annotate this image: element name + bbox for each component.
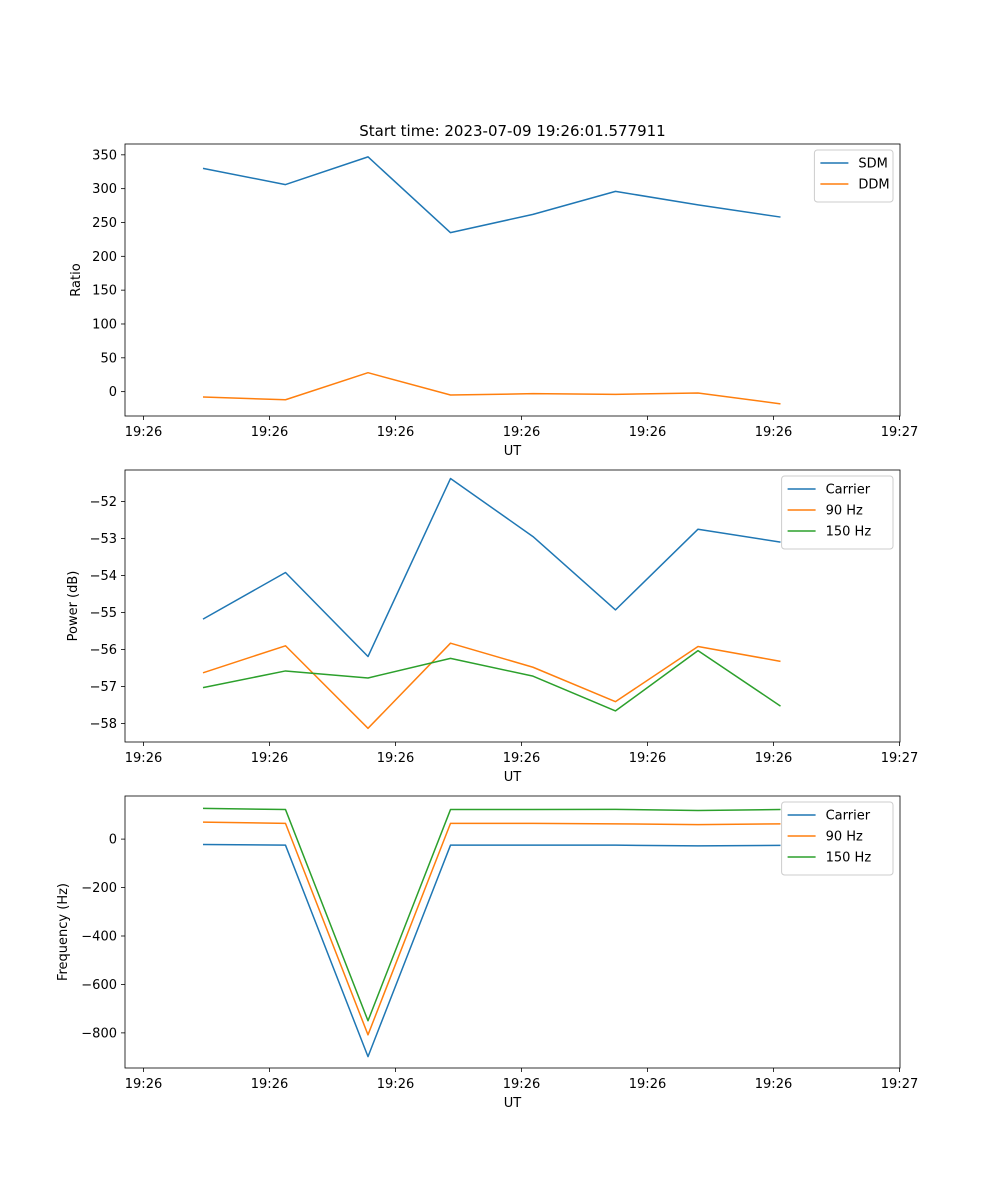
axes-frame: [124, 469, 901, 743]
legend: SDM DDM: [813, 149, 894, 203]
subplot-1: 19:26 19:26 19:26 19:26 19:26 19:26 19:27 0 50 10…: [69, 143, 918, 459]
figure-title: Start time: 2023-07-09 19:26:01.577911: [359, 122, 665, 140]
y-tick-label: −54: [90, 569, 117, 584]
x-tick-label: 19:26: [629, 751, 666, 766]
x-axis-label: UT: [504, 444, 522, 459]
legend: Carrier 90 Hz 150 Hz: [781, 475, 894, 550]
axes-frame: [124, 795, 901, 1069]
x-tick-label: 19:26: [125, 425, 162, 440]
y-tick-label: −52: [90, 495, 117, 510]
x-tick-label: 19:26: [377, 1077, 414, 1092]
legend-label: Carrier: [826, 483, 871, 498]
legend-label: DDM: [858, 178, 889, 193]
x-tick-label: 19:27: [881, 425, 918, 440]
x-axis-label: UT: [504, 770, 522, 785]
y-tick-label: 100: [92, 317, 117, 332]
y-tick-label: 200: [92, 250, 117, 265]
y-tick-label: 0: [109, 833, 117, 848]
legend-label: 150 Hz: [826, 525, 872, 540]
y-tick-label: 350: [92, 148, 117, 163]
y-tick-label: −55: [90, 606, 117, 621]
x-tick-label: 19:26: [125, 751, 162, 766]
x-tick-label: 19:26: [629, 425, 666, 440]
x-tick-label: 19:27: [881, 1077, 918, 1092]
x-tick-label: 19:26: [377, 425, 414, 440]
y-tick-label: 250: [92, 216, 117, 231]
y-axis-label: Power (dB): [66, 571, 81, 642]
y-axis-label: Frequency (Hz): [56, 883, 71, 981]
subplot-2: 19:26 19:26 19:26 19:26 19:26 19:26 19:27 −58 −5…: [66, 469, 918, 785]
series-line-150-hz: [202, 807, 781, 1022]
series-line-90-hz: [202, 821, 781, 1036]
legend-label: 90 Hz: [826, 504, 863, 519]
legend-label: 90 Hz: [826, 830, 863, 845]
y-tick-label: −53: [90, 532, 117, 547]
x-tick-label: 19:26: [755, 1077, 792, 1092]
x-tick-label: 19:26: [503, 425, 540, 440]
legend-label: 150 Hz: [826, 851, 872, 866]
subplot-3: 19:26 19:26 19:26 19:26 19:26 19:26 19:27 −800 −…: [56, 795, 918, 1111]
x-tick-label: 19:26: [125, 1077, 162, 1092]
y-tick-label: 300: [92, 182, 117, 197]
x-tick-label: 19:26: [755, 425, 792, 440]
series-line-90-hz: [202, 642, 781, 730]
axes-frame: [124, 143, 901, 417]
legend: Carrier 90 Hz 150 Hz: [781, 801, 894, 876]
y-axis-label: Ratio: [69, 263, 84, 296]
x-tick-label: 19:26: [251, 1077, 288, 1092]
y-tick-label: −200: [81, 881, 117, 896]
y-tick-label: −58: [90, 717, 117, 732]
series-line-150-hz: [202, 649, 781, 712]
series-line-carrier: [202, 843, 781, 1058]
x-tick-label: 19:26: [503, 1077, 540, 1092]
x-tick-label: 19:26: [251, 751, 288, 766]
y-tick-label: 50: [100, 351, 117, 366]
y-tick-label: −57: [90, 680, 117, 695]
x-tick-label: 19:26: [503, 751, 540, 766]
legend-label: Carrier: [826, 809, 871, 824]
x-tick-label: 19:26: [251, 425, 288, 440]
y-tick-label: −400: [81, 929, 117, 944]
series-line-carrier: [202, 477, 781, 658]
y-tick-label: 150: [92, 284, 117, 299]
x-tick-label: 19:26: [377, 751, 414, 766]
y-tick-label: −56: [90, 643, 117, 658]
x-tick-label: 19:27: [881, 751, 918, 766]
series-line-ddm: [202, 371, 781, 405]
x-tick-label: 19:26: [755, 751, 792, 766]
x-axis-label: UT: [504, 1096, 522, 1111]
series-line-sdm: [202, 156, 781, 234]
y-tick-label: −600: [81, 978, 117, 993]
y-tick-label: 0: [109, 385, 117, 400]
legend-label: SDM: [858, 157, 887, 172]
y-tick-label: −800: [81, 1026, 117, 1041]
x-tick-label: 19:26: [629, 1077, 666, 1092]
